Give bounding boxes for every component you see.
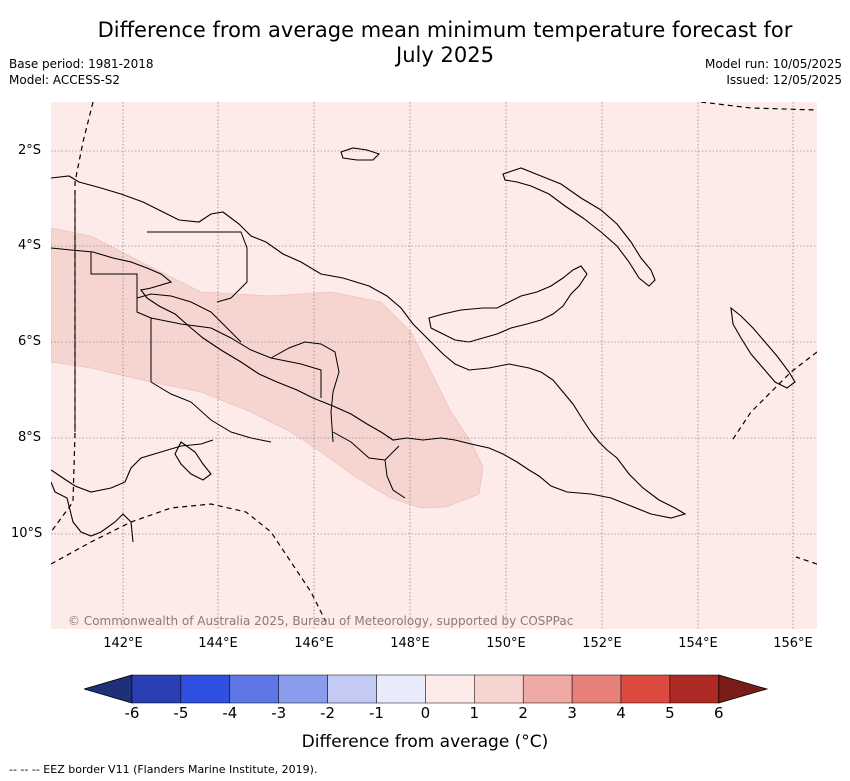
colorbar-tick-label: 2 [518,704,528,722]
colorbar-tick-label: -1 [369,704,384,722]
colorbar-tick-label: -5 [173,704,189,722]
chart-title: Difference from average mean minimum tem… [97,18,793,67]
new-britain [428,265,588,343]
colorbar-cell [229,674,279,704]
coastlines [51,147,796,543]
lon-label-144e: 144°E [198,636,238,651]
model-name: Model: ACCESS-S2 [9,73,121,87]
lon-label-148e: 148°E [390,636,430,651]
colorbar-cell [669,674,720,704]
colorbar-cell [131,674,182,704]
province-borders [74,192,406,499]
lat-label-8s: 8°S [18,430,42,445]
anomaly-region [51,227,484,509]
colorbar-cell [180,674,231,704]
graticule [51,102,817,629]
lat-label-10s: 10°S [11,526,43,541]
colorbar-label: Difference from average (°C) [301,732,549,752]
colorbar-extend-high [718,674,769,704]
west-coast-lower [51,439,214,493]
lat-label-4s: 4°S [18,238,42,253]
cape-york [51,481,134,543]
colorbar [82,674,769,708]
colorbar-tick-label: -3 [271,704,287,722]
issued-date: Issued: 12/05/2025 [726,73,842,87]
base-period: Base period: 1981-2018 [9,57,154,71]
copyright-notice: © Commonwealth of Australia 2025, Bureau… [68,614,574,628]
model-run: Model run: 10/05/2025 [704,57,842,71]
eez-footnote: -- -- -- EEZ border V11 (Flanders Marine… [9,763,318,776]
colorbar-cell [571,674,622,704]
new-ireland [502,167,656,287]
lon-label-152e: 152°E [582,636,622,651]
lon-label-142e: 142°E [103,636,143,651]
bougainville [730,306,796,389]
torres-coast [174,441,212,481]
colorbar-tick-label: 4 [616,704,626,722]
colorbar-svg [82,674,769,704]
manus-island [340,147,381,161]
colorbar-cell [522,674,573,704]
colorbar-tick-label: 6 [714,704,724,722]
colorbar-tick-label: -4 [222,704,238,722]
colorbar-extend-low [82,674,133,704]
colorbar-tick-label: 3 [567,704,577,722]
lon-label-156e: 156°E [773,636,813,651]
colorbar-cell [474,674,524,704]
lat-label-2s: 2°S [18,143,42,158]
colorbar-tick-label: 0 [420,704,431,722]
colorbar-cell [425,674,475,704]
colorbar-tick-label: -2 [320,704,336,722]
colorbar-cell [376,674,426,704]
colorbar-cell [278,674,328,704]
meta-left: Base period: 1981-2018 Model: ACCESS-S2 [9,56,154,88]
colorbar-tick-label: -6 [124,704,140,722]
map-svg [51,102,817,629]
lon-label-150e: 150°E [486,636,526,651]
colorbar-cell [327,674,377,704]
map-panel [51,102,817,629]
new-guinea-coast [51,175,687,519]
meta-right: Model run: 10/05/2025 Issued: 12/05/2025 [705,56,842,88]
lat-label-6s: 6°S [18,334,42,349]
colorbar-cell [620,674,671,704]
lon-label-154e: 154°E [678,636,718,651]
colorbar-tick-label: 5 [665,704,675,722]
lon-label-146e: 146°E [294,636,334,651]
colorbar-tick-label: 1 [469,704,480,722]
